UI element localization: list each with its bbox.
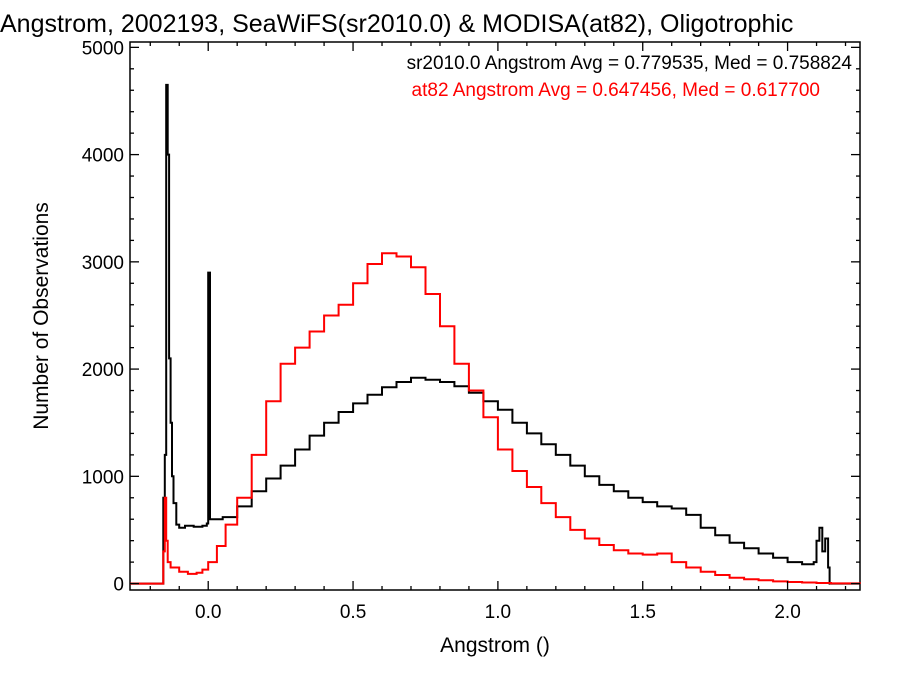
y-tick-label: 1000 (82, 467, 124, 488)
x-tick-label: 0.5 (340, 602, 366, 623)
y-axis-label: Number of Observations (30, 202, 53, 430)
x-tick-label: 1.5 (630, 602, 656, 623)
y-tick-label: 0 (113, 575, 124, 596)
plot-frame (129, 41, 861, 591)
x-axis-label: Angstrom () (440, 634, 550, 657)
y-tick-label: 5000 (82, 38, 124, 59)
series-layer (130, 83, 861, 585)
series-line-sr2010-0 (130, 83, 860, 585)
chart-title: Angstrom, 2002193, SeaWiFS(sr2010.0) & M… (0, 10, 793, 38)
x-tick-label: 1.0 (485, 602, 511, 623)
series-line-at82 (130, 252, 861, 585)
legend-text-at82: at82 Angstrom Avg = 0.647456, Med = 0.61… (412, 80, 820, 101)
y-tick-label: 2000 (82, 360, 124, 381)
ticks-layer: 0.0 0.5 1.0 1.5 2.0 0 1000 2000 3000 4000 5000 (82, 38, 860, 623)
x-tick-label: 2.0 (774, 602, 800, 623)
x-tick-label: 0.0 (195, 602, 221, 623)
y-tick-label: 3000 (82, 253, 124, 274)
y-tick-label: 4000 (82, 146, 124, 167)
legend-text-sr2010: sr2010.0 Angstrom Avg = 0.779535, Med = … (407, 53, 853, 74)
